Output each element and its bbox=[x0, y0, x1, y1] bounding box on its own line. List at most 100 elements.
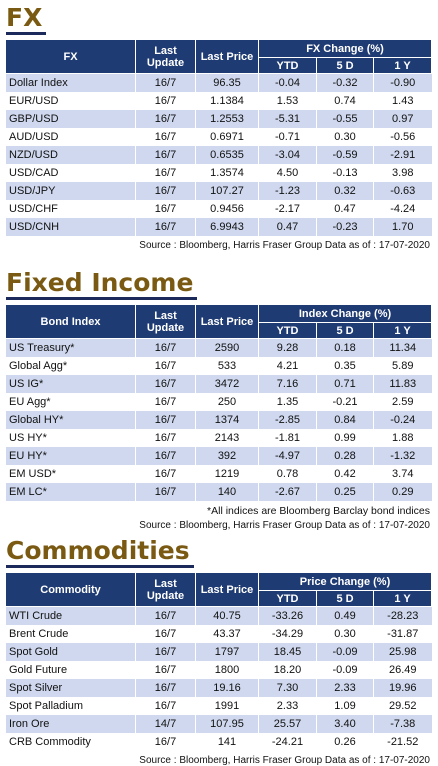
row-ytd-change: 1.35 bbox=[258, 393, 317, 411]
row-1y-change: -0.24 bbox=[372, 411, 432, 429]
row-1y-change: 19.96 bbox=[372, 679, 432, 697]
table-row: EUR/USD 16/7 1.1384 1.53 0.74 1.43 bbox=[5, 92, 432, 110]
row-1y-change: -0.63 bbox=[372, 182, 432, 200]
row-last-update: 16/7 bbox=[135, 92, 196, 110]
row-5d-change: -0.09 bbox=[316, 643, 374, 661]
fixed-income-section-title: Fixed Income bbox=[0, 269, 198, 300]
row-name: USD/CAD bbox=[5, 164, 136, 182]
row-last-price: 40.75 bbox=[195, 606, 259, 625]
row-name: EM LC* bbox=[5, 483, 136, 501]
row-last-price: 0.6971 bbox=[195, 128, 259, 146]
row-1y-change: 5.89 bbox=[372, 357, 432, 375]
row-name: Iron Ore bbox=[5, 715, 136, 733]
row-5d-change: 0.74 bbox=[316, 92, 374, 110]
row-ytd-change: 9.28 bbox=[258, 338, 317, 357]
5d-header: 5 D bbox=[316, 322, 374, 339]
row-ytd-change: 2.33 bbox=[258, 697, 317, 715]
table-row: US HY* 16/7 2143 -1.81 0.99 1.88 bbox=[5, 429, 432, 447]
row-last-update: 16/7 bbox=[135, 606, 196, 625]
row-last-price: 1.1384 bbox=[195, 92, 259, 110]
row-last-price: 2590 bbox=[195, 338, 259, 357]
row-last-price: 2143 bbox=[195, 429, 259, 447]
table-row: USD/JPY 16/7 107.27 -1.23 0.32 -0.63 bbox=[5, 182, 432, 200]
row-ytd-change: 4.21 bbox=[258, 357, 317, 375]
row-ytd-change: -3.04 bbox=[258, 146, 317, 164]
ytd-header: YTD bbox=[258, 590, 317, 607]
ytd-header: YTD bbox=[258, 322, 317, 339]
row-1y-change: -1.32 bbox=[372, 447, 432, 465]
row-last-update: 16/7 bbox=[135, 110, 196, 128]
row-5d-change: 0.42 bbox=[316, 465, 374, 483]
row-ytd-change: -2.67 bbox=[258, 483, 317, 501]
table-row: AUD/USD 16/7 0.6971 -0.71 0.30 -0.56 bbox=[5, 128, 432, 146]
row-1y-change: -0.56 bbox=[372, 128, 432, 146]
row-last-update: 16/7 bbox=[135, 338, 196, 357]
row-5d-change: -0.09 bbox=[316, 661, 374, 679]
row-name: GBP/USD bbox=[5, 110, 136, 128]
row-last-update: 16/7 bbox=[135, 182, 196, 200]
row-ytd-change: -24.21 bbox=[258, 733, 317, 751]
row-ytd-change: -2.17 bbox=[258, 200, 317, 218]
row-ytd-change: -0.71 bbox=[258, 128, 317, 146]
row-last-update: 16/7 bbox=[135, 218, 196, 236]
row-last-price: 1797 bbox=[195, 643, 259, 661]
row-name: EM USD* bbox=[5, 465, 136, 483]
row-last-update: 16/7 bbox=[135, 200, 196, 218]
table-row: CRB Commodity 16/7 141 -24.21 0.26 -21.52 bbox=[5, 733, 432, 751]
row-name: US IG* bbox=[5, 375, 136, 393]
row-last-price: 0.6535 bbox=[195, 146, 259, 164]
title-underline bbox=[6, 297, 198, 300]
row-5d-change: 0.49 bbox=[316, 606, 374, 625]
row-ytd-change: -4.97 bbox=[258, 447, 317, 465]
price-change-header: Price Change (%) bbox=[257, 572, 433, 591]
row-1y-change: -7.38 bbox=[372, 715, 432, 733]
title-underline bbox=[6, 565, 194, 568]
fixed-income-table-body: US Treasury* 16/7 2590 9.28 0.18 11.34 Global … bbox=[5, 338, 432, 501]
commodities-source: Source : Bloomberg, Harris Fraser Group … bbox=[139, 755, 430, 766]
row-last-price: 1800 bbox=[195, 661, 259, 679]
row-name: USD/CHF bbox=[5, 200, 136, 218]
table-row: USD/CAD 16/7 1.3574 4.50 -0.13 3.98 bbox=[5, 164, 432, 182]
row-last-price: 6.9943 bbox=[195, 218, 259, 236]
table-row: Iron Ore 14/7 107.95 25.57 3.40 -7.38 bbox=[5, 715, 432, 733]
fx-name-header: FX bbox=[5, 39, 136, 74]
row-last-update: 16/7 bbox=[135, 357, 196, 375]
row-last-price: 1.3574 bbox=[195, 164, 259, 182]
row-last-update: 16/7 bbox=[135, 679, 196, 697]
row-5d-change: -0.32 bbox=[316, 73, 374, 92]
row-name: Gold Future bbox=[5, 661, 136, 679]
row-last-price: 1374 bbox=[195, 411, 259, 429]
5d-header: 5 D bbox=[316, 57, 374, 74]
row-last-update: 16/7 bbox=[135, 661, 196, 679]
row-ytd-change: 25.57 bbox=[258, 715, 317, 733]
fixed-income-note: *All indices are Bloomberg Barclay bond … bbox=[207, 505, 430, 517]
row-1y-change: 1.88 bbox=[372, 429, 432, 447]
row-ytd-change: 1.53 bbox=[258, 92, 317, 110]
row-name: WTI Crude bbox=[5, 606, 136, 625]
row-last-price: 107.95 bbox=[195, 715, 259, 733]
row-5d-change: -0.23 bbox=[316, 218, 374, 236]
row-last-update: 16/7 bbox=[135, 164, 196, 182]
row-name: Spot Gold bbox=[5, 643, 136, 661]
row-name: USD/JPY bbox=[5, 182, 136, 200]
table-row: Spot Gold 16/7 1797 18.45 -0.09 25.98 bbox=[5, 643, 432, 661]
row-1y-change: -0.90 bbox=[372, 73, 432, 92]
row-last-update: 16/7 bbox=[135, 146, 196, 164]
row-1y-change: 0.97 bbox=[372, 110, 432, 128]
row-1y-change: 3.98 bbox=[372, 164, 432, 182]
row-last-price: 19.16 bbox=[195, 679, 259, 697]
row-5d-change: -0.59 bbox=[316, 146, 374, 164]
row-name: Spot Palladium bbox=[5, 697, 136, 715]
fx-table-body: Dollar Index 16/7 96.35 -0.04 -0.32 -0.90 EUR/… bbox=[5, 73, 432, 236]
row-ytd-change: -34.29 bbox=[258, 625, 317, 643]
table-row: EM LC* 16/7 140 -2.67 0.25 0.29 bbox=[5, 483, 432, 501]
row-last-update: 16/7 bbox=[135, 697, 196, 715]
last-update-header: Last Update bbox=[135, 572, 196, 607]
row-ytd-change: -2.85 bbox=[258, 411, 317, 429]
row-ytd-change: -5.31 bbox=[258, 110, 317, 128]
last-price-header: Last Price bbox=[195, 304, 259, 339]
row-last-price: 107.27 bbox=[195, 182, 259, 200]
table-row: WTI Crude 16/7 40.75 -33.26 0.49 -28.23 bbox=[5, 606, 432, 625]
row-1y-change: 1.70 bbox=[372, 218, 432, 236]
row-5d-change: 0.99 bbox=[316, 429, 374, 447]
